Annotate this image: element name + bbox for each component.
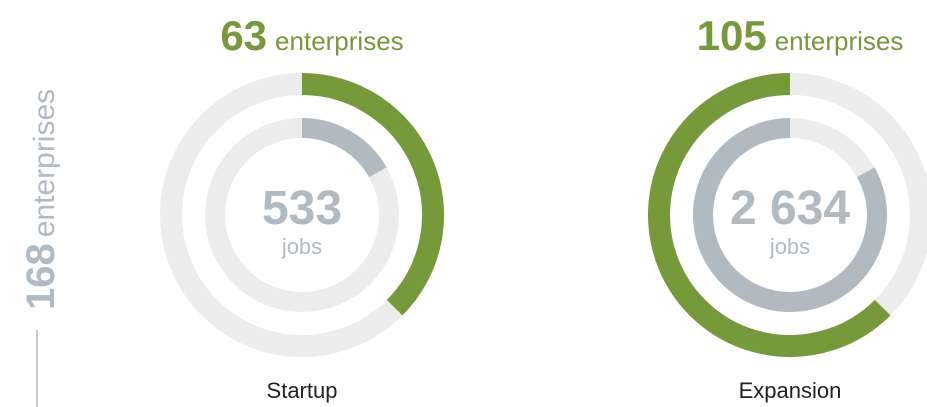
jobs-unit: jobs [281, 234, 322, 259]
enterprise-header: 105 enterprises [697, 12, 904, 59]
total-text: 168 enterprises [19, 89, 63, 310]
enterprise-value: 105 [697, 12, 767, 59]
total-unit: enterprises [28, 89, 61, 237]
total-value: 168 [19, 243, 63, 310]
jobs-value: 2 634 [730, 182, 850, 235]
enterprise-arc [648, 73, 891, 357]
jobs-arc [693, 118, 887, 312]
jobs-value: 533 [262, 182, 342, 235]
enterprise-value: 63 [220, 12, 267, 59]
enterprise-header: 63 enterprises [220, 12, 403, 59]
enterprise-arc [301, 73, 444, 316]
series-name: Startup [267, 378, 338, 403]
enterprise-unit: enterprises [775, 26, 904, 56]
enterprise-unit: enterprises [275, 26, 404, 56]
jobs-arc [301, 118, 387, 178]
jobs-unit: jobs [769, 234, 810, 259]
series-name: Expansion [739, 378, 842, 403]
total-label: 168 enterprises [19, 89, 63, 310]
